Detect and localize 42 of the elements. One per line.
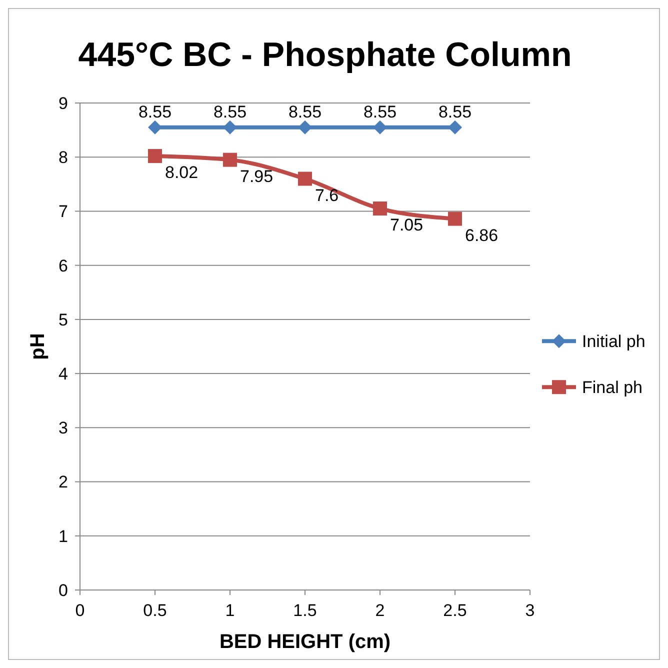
legend-label: Final ph xyxy=(582,378,642,398)
point xyxy=(373,120,387,134)
x-tick-label: 1 xyxy=(225,601,235,620)
data-label: 8.55 xyxy=(288,102,322,122)
y-tick-label: 9 xyxy=(58,94,68,113)
point xyxy=(373,202,387,216)
x-axis-title: BED HEIGHT (cm) xyxy=(219,631,391,653)
point xyxy=(223,152,237,167)
data-label: 8.55 xyxy=(138,102,172,122)
data-label: 8.55 xyxy=(213,102,247,122)
data-label: 6.86 xyxy=(465,226,498,245)
data-label: 8.55 xyxy=(363,102,397,122)
data-label: 8.02 xyxy=(165,163,198,182)
y-tick-label: 4 xyxy=(58,364,68,384)
x-tick-label: 0 xyxy=(75,601,85,620)
point xyxy=(448,120,462,134)
point xyxy=(223,120,237,134)
point xyxy=(148,120,162,134)
y-tick-label: 2 xyxy=(58,472,68,492)
x-tick-label: 2.5 xyxy=(443,601,467,620)
y-tick-label: 7 xyxy=(58,202,68,222)
x-tick-label: 2 xyxy=(375,601,385,620)
data-label: 7.95 xyxy=(240,166,274,186)
y-tick-label: 5 xyxy=(58,310,68,330)
y-tick-label: 0 xyxy=(58,580,68,600)
point xyxy=(298,172,312,186)
y-tick-label: 3 xyxy=(58,418,68,438)
chart-title: 445°C BC - Phosphate Column xyxy=(78,36,572,74)
x-tick-label: 3 xyxy=(525,601,535,620)
data-label: 7.05 xyxy=(390,216,424,235)
y-tick-label: 6 xyxy=(58,256,68,276)
y-tick-label: 1 xyxy=(58,526,68,546)
point xyxy=(448,212,462,226)
y-tick-label: 8 xyxy=(58,148,68,168)
point xyxy=(148,149,162,164)
x-tick-label: 0.5 xyxy=(143,601,167,620)
y-axis-title: pH xyxy=(27,333,49,360)
data-label: 7.6 xyxy=(315,186,339,205)
x-tick-label: 1.5 xyxy=(293,601,317,620)
legend-label: Initial ph xyxy=(582,332,646,352)
point xyxy=(298,120,312,134)
data-label: 8.55 xyxy=(438,102,472,122)
